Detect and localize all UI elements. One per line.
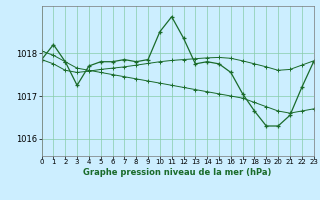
X-axis label: Graphe pression niveau de la mer (hPa): Graphe pression niveau de la mer (hPa) (84, 168, 272, 177)
